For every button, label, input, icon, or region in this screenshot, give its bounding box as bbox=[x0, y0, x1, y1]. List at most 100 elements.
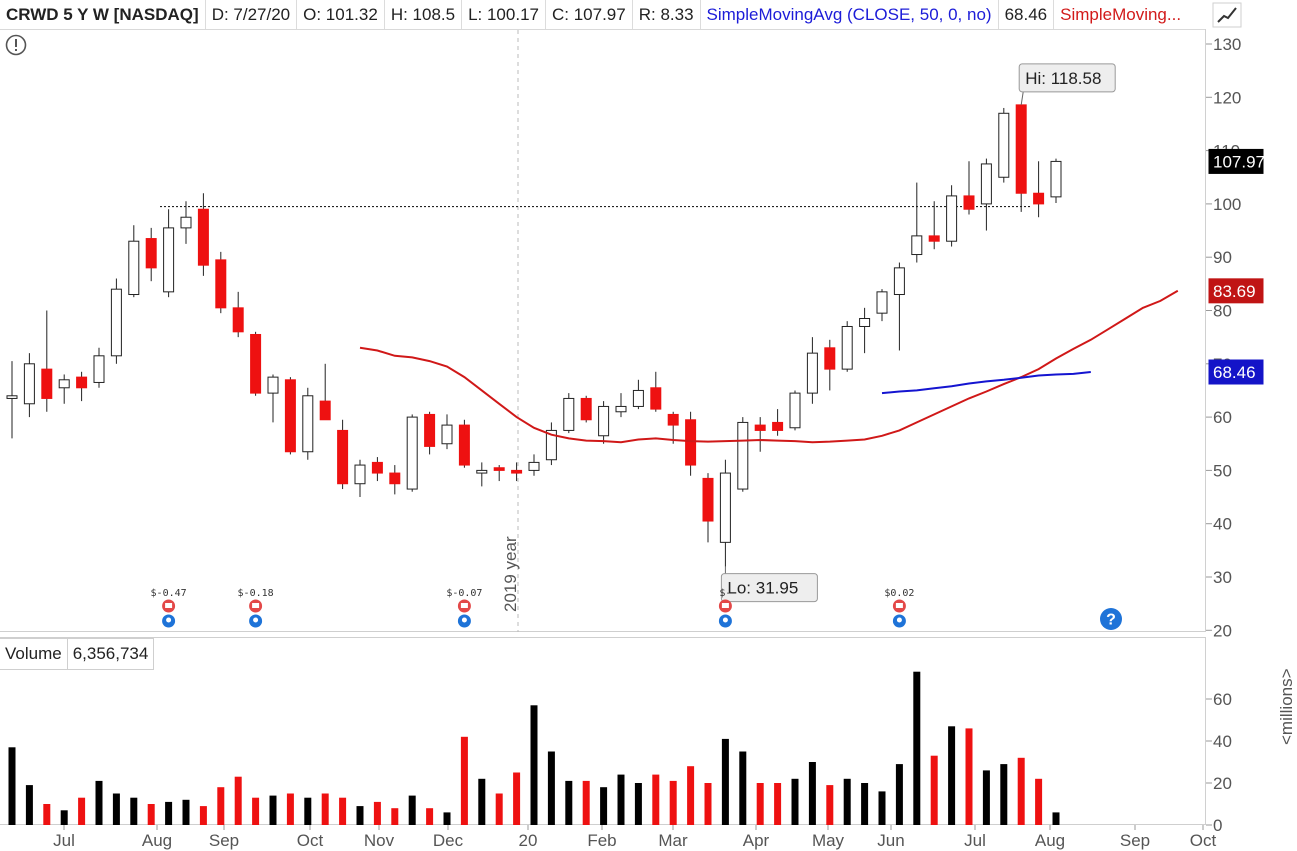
symbol-label[interactable]: CRWD 5 Y W [NASDAQ] bbox=[0, 0, 206, 29]
x-tick-label: Oct bbox=[1190, 831, 1217, 850]
earnings-label: $0.02 bbox=[884, 588, 914, 599]
annotation-label: Lo: 31.95 bbox=[727, 579, 798, 598]
x-tick-label: Sep bbox=[1120, 831, 1150, 850]
candle bbox=[563, 397, 575, 431]
dividend-bulb-glyph bbox=[253, 617, 259, 623]
volume-bar bbox=[600, 787, 608, 825]
volume-bar bbox=[426, 808, 434, 825]
volume-tick-label: 40 bbox=[1213, 732, 1232, 751]
earnings-label: $-0.07 bbox=[446, 588, 482, 599]
dividend-bulb-glyph bbox=[166, 617, 172, 623]
volume-bar bbox=[513, 772, 521, 825]
y-tick-label: 50 bbox=[1213, 461, 1232, 480]
chart-header: CRWD 5 Y W [NASDAQ] D: 7/27/20 O: 101.32… bbox=[0, 0, 1206, 30]
candle bbox=[580, 397, 592, 421]
volume-bar bbox=[78, 797, 86, 825]
low-readout: L: 100.17 bbox=[462, 0, 546, 29]
volume-bar bbox=[234, 776, 242, 825]
annotation-label: Hi: 118.58 bbox=[1025, 69, 1101, 88]
candle bbox=[911, 235, 923, 256]
candle bbox=[876, 291, 888, 314]
candle bbox=[772, 421, 784, 431]
y-tick-label: 120 bbox=[1213, 88, 1241, 107]
candle bbox=[615, 405, 627, 413]
candle bbox=[545, 429, 557, 461]
candle bbox=[284, 379, 296, 453]
candle bbox=[719, 472, 731, 543]
dividend-bulb-glyph bbox=[461, 617, 467, 623]
candle bbox=[441, 424, 453, 445]
candle bbox=[76, 376, 88, 389]
volume-bar bbox=[339, 797, 347, 825]
volume-value: 6,356,734 bbox=[66, 639, 154, 669]
volume-bar bbox=[617, 774, 625, 825]
volume-bar bbox=[652, 774, 660, 825]
volume-readout: Volume 6,356,734 bbox=[0, 638, 155, 670]
volume-bar bbox=[408, 795, 416, 825]
candle bbox=[267, 376, 279, 394]
candle bbox=[110, 288, 122, 357]
candle bbox=[806, 352, 818, 394]
candle bbox=[632, 389, 644, 407]
volume-bar bbox=[669, 780, 677, 825]
candle bbox=[458, 424, 470, 466]
candle bbox=[650, 387, 662, 410]
y-tick-label: 20 bbox=[1213, 621, 1232, 640]
candle bbox=[197, 208, 209, 266]
volume-bar bbox=[547, 751, 555, 825]
candle bbox=[511, 469, 523, 474]
svg-text:?: ? bbox=[1106, 612, 1116, 629]
earnings-icon-glyph bbox=[721, 603, 729, 608]
earnings-icon-glyph bbox=[460, 603, 468, 608]
candle bbox=[928, 235, 940, 242]
candle bbox=[493, 467, 505, 471]
price-panel[interactable] bbox=[0, 29, 1206, 632]
candle bbox=[163, 227, 175, 293]
y-tick-label: 30 bbox=[1213, 568, 1232, 587]
candle bbox=[180, 216, 192, 229]
sma2-study-label[interactable]: SimpleMoving... bbox=[1060, 5, 1182, 24]
volume-bar bbox=[634, 783, 642, 825]
sma-50-tag-bg bbox=[1208, 359, 1264, 385]
earnings-icon-glyph bbox=[895, 603, 903, 608]
volume-bar bbox=[373, 801, 381, 825]
candle bbox=[685, 419, 697, 466]
volume-bar bbox=[861, 783, 869, 825]
volume-bar bbox=[199, 806, 207, 825]
draw-tool-icon[interactable] bbox=[1212, 2, 1242, 28]
sma-short-line bbox=[359, 289, 1179, 444]
candle bbox=[824, 347, 836, 370]
candle bbox=[998, 112, 1010, 178]
candle bbox=[6, 395, 18, 399]
x-tick-label: Mar bbox=[658, 831, 688, 850]
volume-tick-label: 60 bbox=[1213, 690, 1232, 709]
help-icon[interactable]: ? bbox=[1099, 607, 1123, 631]
year-divider-label: 2019 year bbox=[501, 536, 520, 612]
x-tick-label: Jun bbox=[877, 831, 904, 850]
sma-50-line bbox=[881, 371, 1091, 395]
volume-bar bbox=[95, 780, 103, 825]
volume-bar bbox=[165, 801, 173, 825]
candle bbox=[598, 405, 610, 437]
x-tick-label: May bbox=[812, 831, 845, 850]
candle bbox=[354, 464, 366, 485]
candle bbox=[737, 421, 749, 490]
volume-bar bbox=[25, 785, 33, 825]
y-tick-label: 60 bbox=[1213, 408, 1232, 427]
x-tick-label: Apr bbox=[743, 831, 770, 850]
earnings-label: $-0.47 bbox=[151, 588, 187, 599]
annotation-box bbox=[720, 573, 818, 603]
volume-bar bbox=[704, 783, 712, 825]
alert-icon[interactable] bbox=[5, 34, 27, 56]
volume-unit-label: <millions> bbox=[1277, 668, 1296, 745]
volume-bar bbox=[739, 751, 747, 825]
volume-bar bbox=[756, 783, 764, 825]
volume-bar bbox=[1000, 764, 1008, 825]
volume-bar bbox=[582, 780, 590, 825]
volume-bar bbox=[948, 726, 956, 825]
sma-study-label[interactable]: SimpleMovingAvg (CLOSE, 50, 0, no) bbox=[701, 0, 999, 29]
candle bbox=[371, 461, 383, 474]
volume-bar bbox=[478, 778, 486, 825]
high-readout: H: 108.5 bbox=[385, 0, 463, 29]
